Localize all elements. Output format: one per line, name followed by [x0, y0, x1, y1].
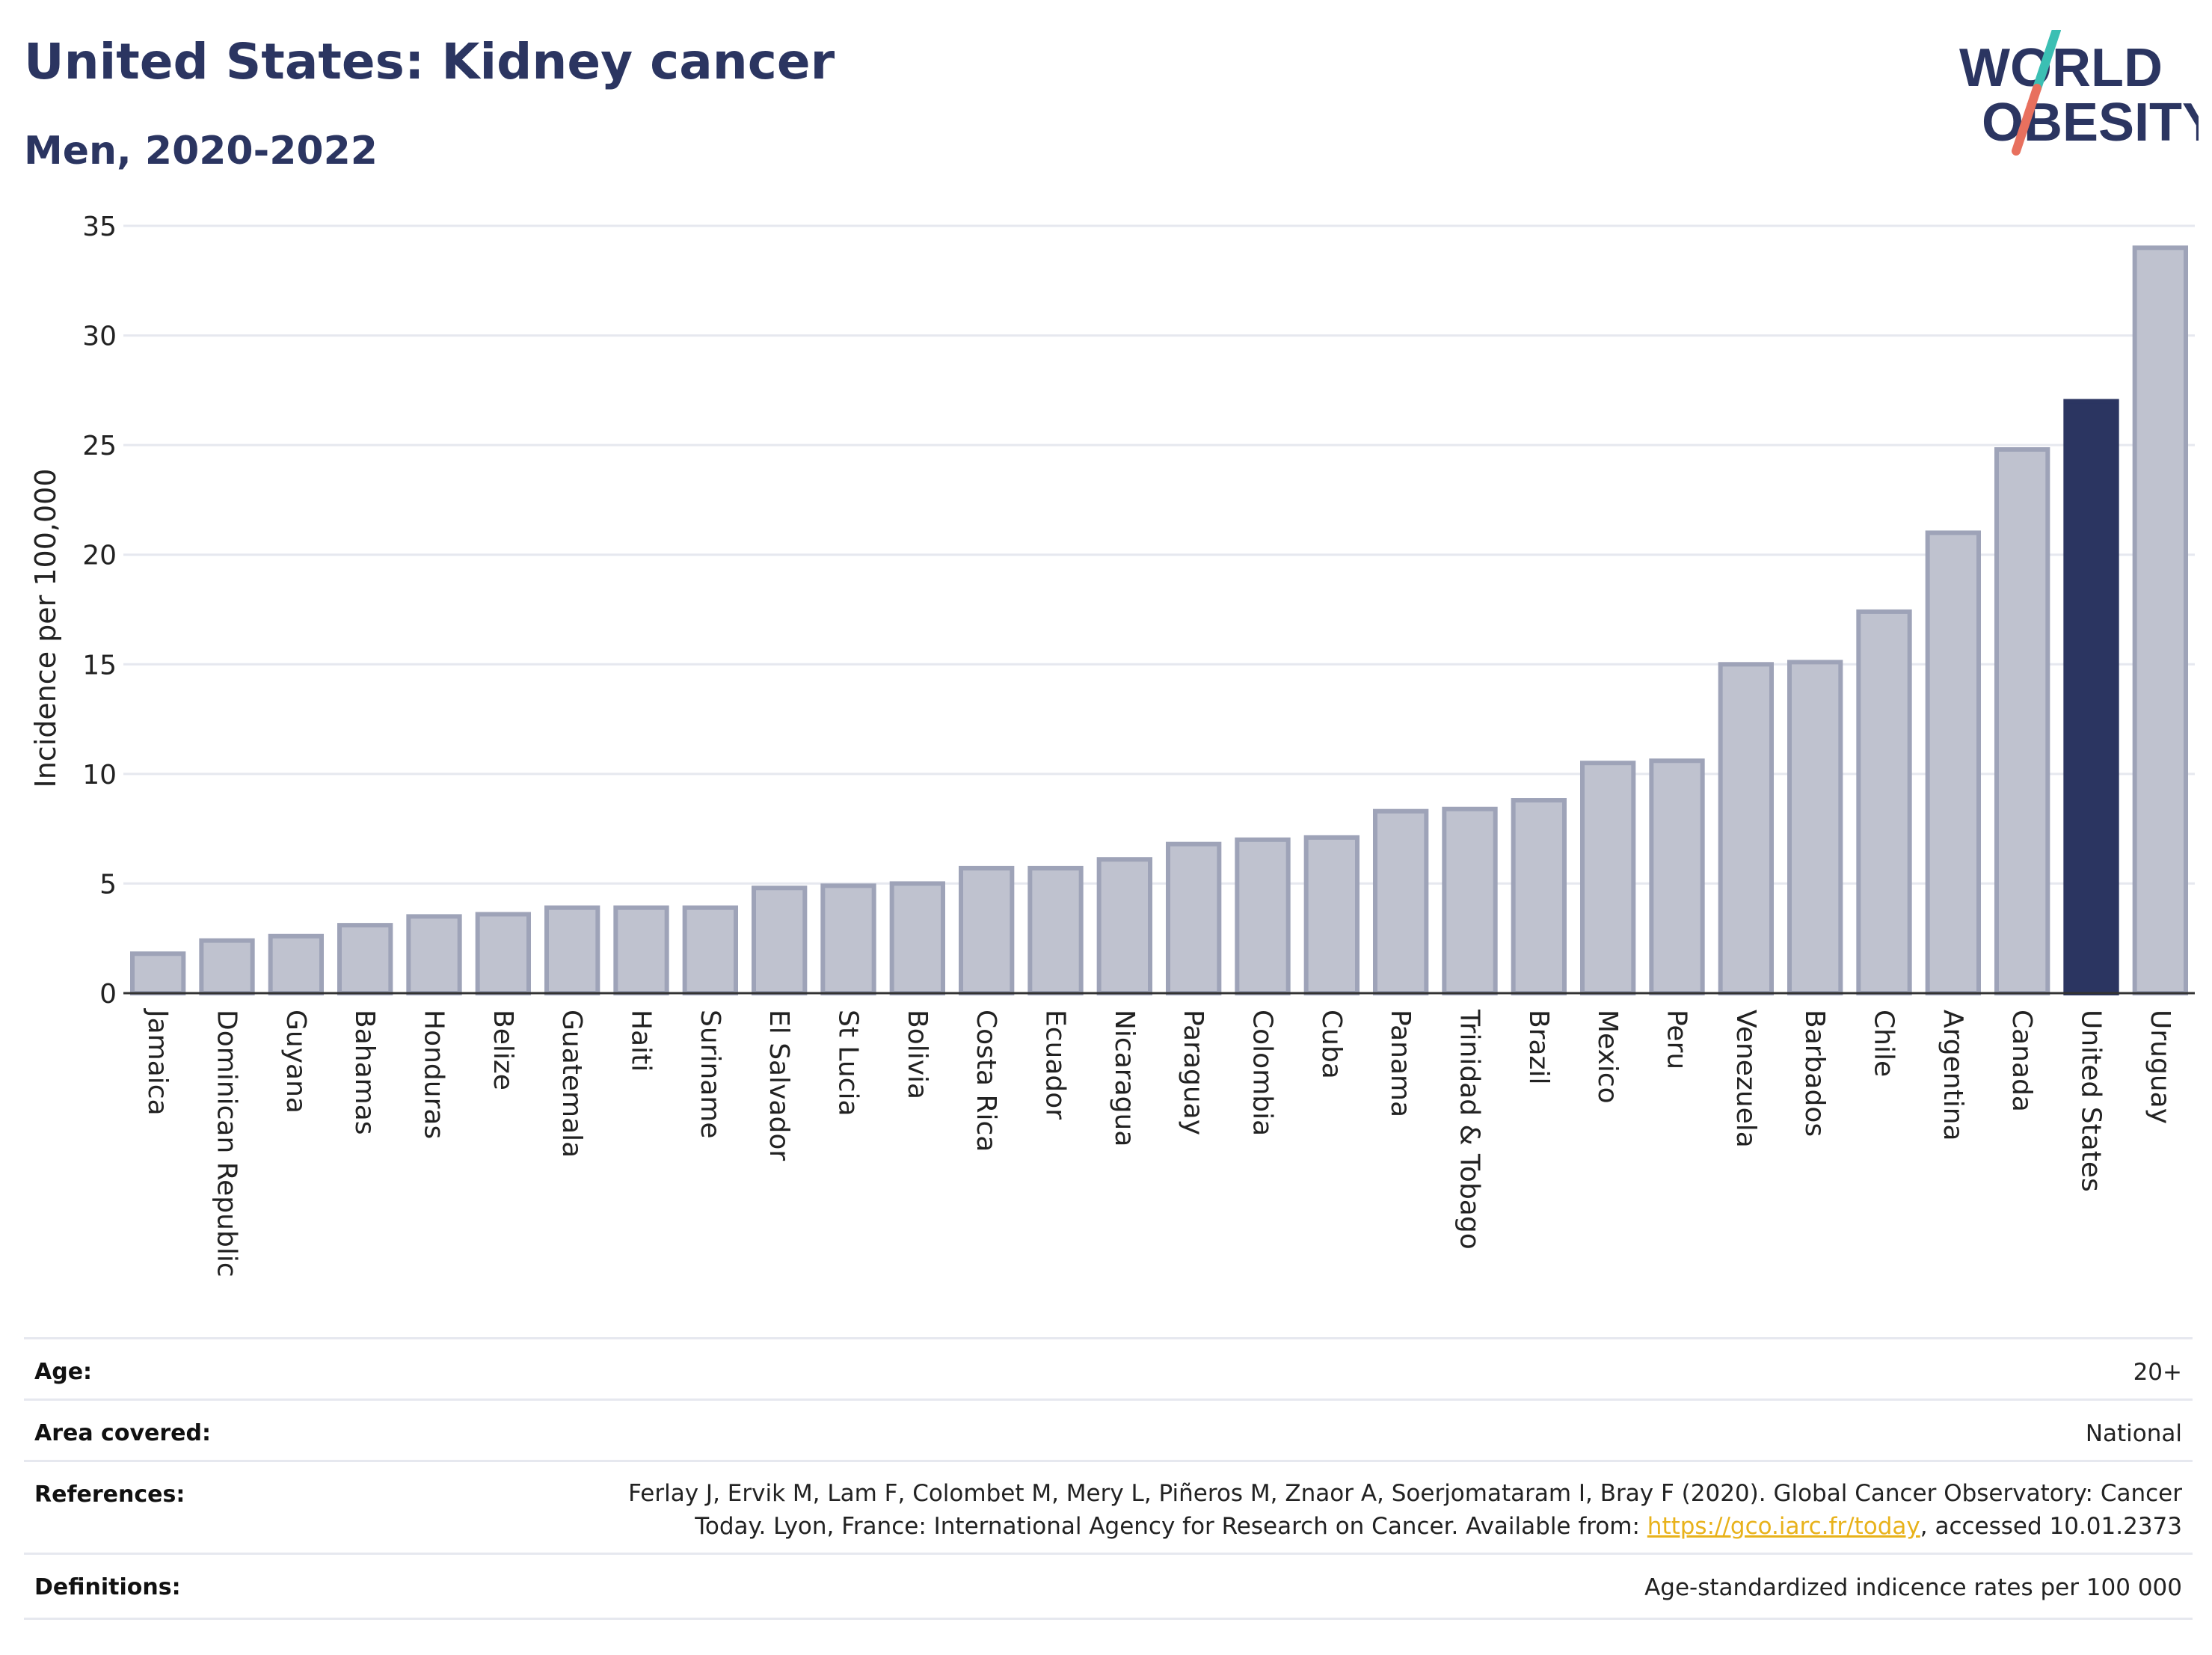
x-tick-label: Bahamas	[349, 1010, 380, 1135]
bar-st-lucia	[820, 883, 876, 995]
bar-argentina	[1925, 530, 1981, 995]
bar-suriname	[682, 905, 738, 996]
bar-ecuador	[1027, 865, 1084, 995]
bar-chart: 0 5 10 15 20 25 30 35 Jamaica Dominican Republic G…	[29, 212, 2195, 1277]
x-tick-label: Trinidad & Tobago	[1454, 1009, 1485, 1250]
bar-peru	[1649, 758, 1705, 995]
meta-row-age: Age: 20+	[24, 1337, 2193, 1401]
references-line-2-pre: Today. Lyon, France: International Agenc…	[695, 1513, 1647, 1540]
x-tick-label: Canada	[2006, 1010, 2037, 1112]
x-tick-label: Argentina	[1938, 1010, 1968, 1141]
x-tick-label: Suriname	[695, 1010, 725, 1139]
bar-united-states	[2063, 399, 2119, 995]
x-tick-label: Paraguay	[1178, 1010, 1208, 1135]
x-tick-label: Costa Rica	[971, 1010, 1001, 1152]
x-tick-label: Bolivia	[902, 1010, 933, 1099]
bar-mexico	[1580, 761, 1636, 995]
bar-guyana	[268, 933, 324, 995]
area-label: Area covered:	[34, 1420, 211, 1446]
x-tick-label: United States	[2076, 1010, 2107, 1192]
x-tick-label: Haiti	[626, 1010, 657, 1072]
x-tick-label: Ecuador	[1040, 1010, 1071, 1120]
age-value: 20+	[2133, 1359, 2182, 1386]
y-tick-label: 30	[82, 322, 117, 352]
logo-text-world: WORLD	[1959, 38, 2163, 98]
references-value: Ferlay J, Ervik M, Lam F, Colombet M, Me…	[462, 1477, 2182, 1543]
bar-costa-rica	[959, 865, 1015, 995]
bar-paraguay	[1166, 841, 1222, 995]
bar-el-salvador	[752, 885, 808, 995]
y-tick-label: 25	[82, 431, 117, 461]
area-value: National	[2085, 1420, 2182, 1447]
gridlines	[123, 224, 2195, 885]
bar-cuba	[1303, 835, 1360, 995]
x-tick-label: Venezuela	[1730, 1010, 1761, 1148]
references-line-2-post: , accessed 10.01.2373	[1920, 1513, 2182, 1540]
references-link[interactable]: https://gco.iarc.fr/today	[1647, 1513, 1920, 1540]
bar-venezuela	[1718, 662, 1774, 995]
y-tick-label: 10	[82, 760, 117, 790]
references-line-1: Ferlay J, Ervik M, Lam F, Colombet M, Me…	[628, 1480, 2182, 1507]
bar-colombia	[1235, 837, 1291, 996]
y-tick-label: 15	[82, 650, 117, 681]
bar-bahamas	[337, 923, 393, 996]
y-tick-label: 5	[99, 869, 117, 900]
logo-slash-top	[2033, 30, 2061, 93]
meta-row-area: Area covered: National	[24, 1398, 2193, 1462]
y-tick-label: 20	[82, 541, 117, 571]
world-obesity-logo: WORLD OBESITY	[1959, 30, 2199, 156]
chart-title: United States: Kidney cancer	[24, 33, 835, 90]
y-axis-label: Incidence per 100,000	[29, 468, 62, 787]
bar-bolivia	[889, 881, 945, 996]
x-tick-label: Guatemala	[556, 1010, 587, 1158]
axes: 0 5 10 15 20 25 30 35 Jamaica Dominican Republic G…	[82, 212, 2195, 1277]
definitions-value: Age-standardized indicence rates per 100…	[1644, 1574, 2182, 1601]
y-tick-label: 35	[82, 212, 117, 242]
x-tick-label: Colombia	[1247, 1010, 1278, 1136]
x-tick-label: Uruguay	[2145, 1010, 2175, 1124]
references-line-2: Today. Lyon, France: International Agenc…	[462, 1510, 2182, 1543]
x-tick-label: Jamaica	[142, 1008, 173, 1116]
bar-belize	[475, 912, 531, 996]
x-tick-label: Guyana	[280, 1010, 311, 1114]
age-label: Age:	[34, 1359, 93, 1385]
bar-panama	[1373, 808, 1429, 995]
bar-uruguay	[2132, 245, 2188, 996]
bar-trinidad-tobago	[1442, 806, 1498, 996]
bar-guatemala	[544, 905, 600, 996]
bar-canada	[1994, 447, 2050, 995]
definitions-label: Definitions:	[34, 1574, 181, 1600]
bar-nicaragua	[1096, 857, 1152, 995]
meta-row-references: References: Ferlay J, Ervik M, Lam F, Co…	[24, 1460, 2193, 1555]
logo-slash-bottom	[2012, 84, 2042, 156]
x-tick-label: Peru	[1662, 1010, 1692, 1069]
x-tick-label: Panama	[1385, 1010, 1416, 1117]
bar-dominican-republic	[199, 938, 255, 996]
bar-barbados	[1787, 660, 1843, 996]
x-tick-label: Belize	[488, 1010, 518, 1090]
bar-chile	[1856, 609, 1912, 996]
x-tick-label: Mexico	[1592, 1010, 1623, 1104]
bar-brazil	[1511, 798, 1567, 996]
x-tick-label: Dominican Republic	[212, 1010, 242, 1277]
x-tick-label: Brazil	[1523, 1010, 1554, 1084]
bar-honduras	[406, 914, 462, 996]
x-tick-label: El Salvador	[764, 1010, 794, 1161]
bar-jamaica	[130, 951, 186, 995]
bar-haiti	[613, 905, 669, 996]
x-tick-label: Cuba	[1316, 1010, 1347, 1079]
references-label: References:	[34, 1481, 185, 1508]
x-tick-label: St Lucia	[833, 1010, 864, 1117]
chart-subtitle: Men, 2020-2022	[24, 129, 378, 174]
bars	[130, 245, 2188, 996]
x-tick-label: Nicaragua	[1109, 1010, 1140, 1146]
x-tick-label: Barbados	[1799, 1010, 1830, 1137]
x-tick-label: Chile	[1869, 1010, 1899, 1077]
x-tick-label: Honduras	[419, 1010, 449, 1139]
meta-row-definitions: Definitions: Age-standardized indicence …	[24, 1553, 2193, 1620]
y-tick-label: 0	[99, 979, 117, 1010]
